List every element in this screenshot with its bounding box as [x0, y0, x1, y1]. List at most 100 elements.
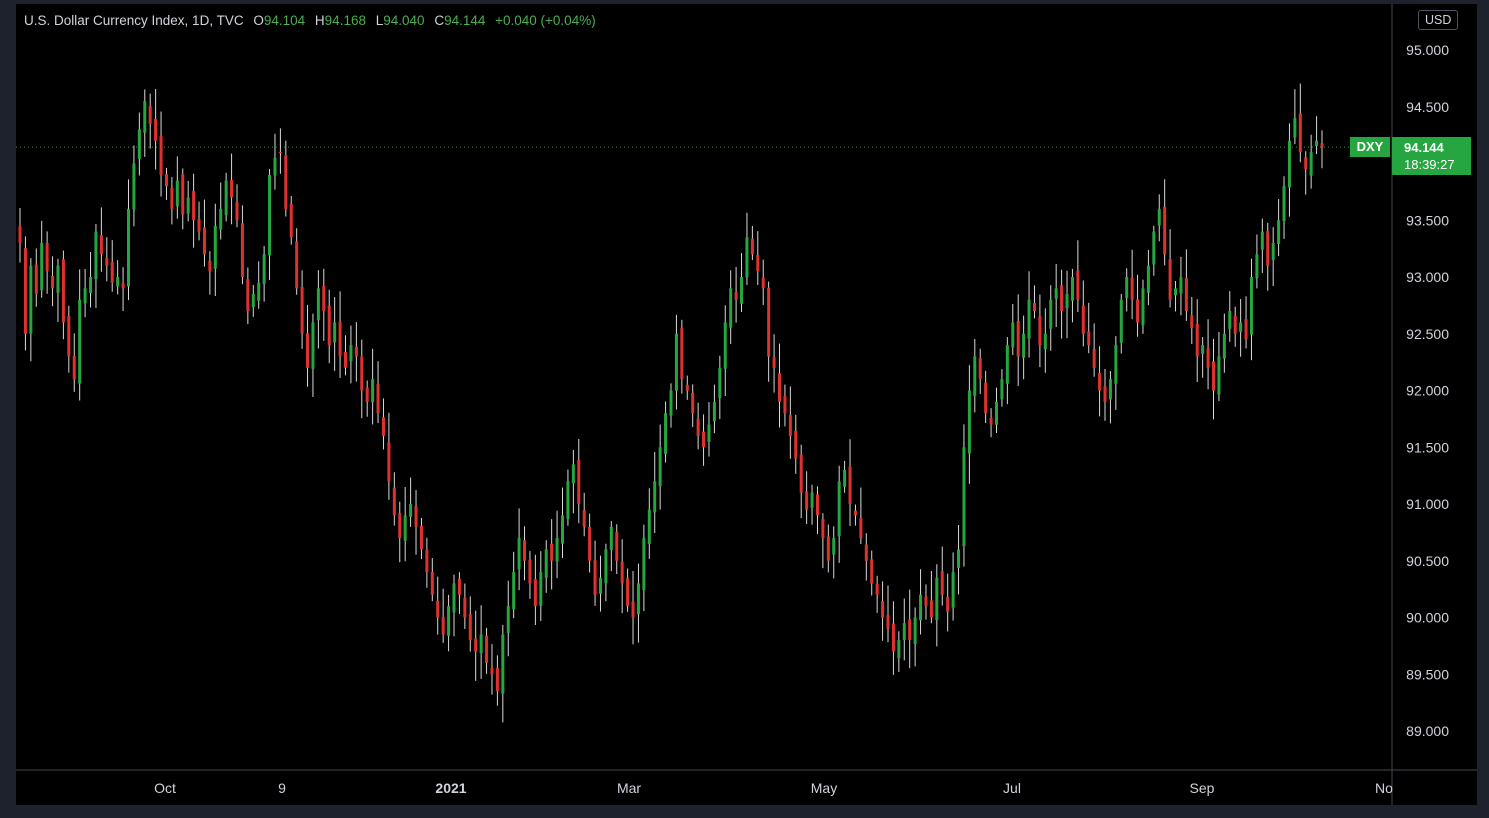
- candle-body: [805, 491, 809, 510]
- candle-body: [810, 492, 814, 508]
- candle-body: [94, 231, 98, 280]
- candle-body: [783, 395, 787, 414]
- candle-body: [1255, 254, 1259, 279]
- candle-body: [398, 513, 402, 539]
- low-label: L: [375, 13, 384, 28]
- low-value: 94.040: [383, 13, 425, 28]
- candle-body: [1119, 299, 1123, 343]
- candle-body: [1157, 208, 1161, 226]
- candle-body: [316, 288, 320, 321]
- candle-body: [1108, 379, 1112, 400]
- candle-body: [381, 417, 385, 436]
- candle-body: [533, 579, 537, 607]
- candle-body: [642, 538, 646, 590]
- chart-area[interactable]: 95.00094.50094.00093.50093.00092.50092.0…: [16, 4, 1477, 805]
- candle-body: [1103, 386, 1107, 402]
- candle-body: [1309, 152, 1313, 176]
- candle-body: [734, 292, 738, 300]
- candle-body: [219, 208, 223, 230]
- candle-body: [978, 358, 982, 380]
- candle-body: [962, 447, 966, 547]
- candle-body: [170, 188, 174, 209]
- price-chart[interactable]: 95.00094.50094.00093.50093.00092.50092.0…: [16, 4, 1477, 805]
- candle-body: [344, 351, 347, 368]
- candle-body: [674, 333, 678, 391]
- candle-body: [1277, 220, 1281, 245]
- candle-body: [1239, 322, 1243, 332]
- candle-body: [300, 286, 304, 334]
- candle-body: [457, 578, 461, 595]
- candle-body: [577, 459, 581, 504]
- candle-body: [647, 509, 651, 545]
- candle-body: [788, 414, 792, 436]
- candle-body: [78, 299, 82, 384]
- price-axis-label: 95.000: [1406, 42, 1449, 58]
- candle-body: [539, 572, 543, 606]
- candle-body: [208, 260, 212, 272]
- candle-body: [772, 357, 776, 368]
- candle-body: [615, 532, 619, 561]
- candle-body: [1016, 320, 1020, 357]
- candle-body: [1315, 140, 1319, 147]
- currency-button[interactable]: USD: [1418, 10, 1459, 30]
- candle-body: [935, 577, 939, 621]
- candle-body: [561, 515, 564, 544]
- candle-body: [1087, 331, 1091, 346]
- candle-body: [479, 634, 483, 654]
- candle-body: [34, 264, 38, 295]
- candle-body: [403, 515, 407, 541]
- price-axis-label: 91.500: [1406, 439, 1449, 455]
- candle-body: [311, 322, 315, 369]
- candle-body: [230, 180, 234, 198]
- candle-body: [566, 481, 570, 519]
- candle-body: [1293, 118, 1297, 138]
- candle-body: [712, 401, 716, 422]
- candle-body: [1282, 186, 1286, 221]
- candle-body: [110, 262, 114, 283]
- candle-body: [870, 559, 874, 584]
- time-axis-label: No: [1375, 780, 1393, 796]
- candle-body: [387, 442, 391, 482]
- candle-body: [1304, 157, 1308, 170]
- time-axis-label: Mar: [617, 780, 641, 796]
- candle-body: [306, 333, 310, 368]
- candle-body: [1022, 333, 1026, 358]
- candle-body: [213, 225, 217, 269]
- time-axis-label: Jul: [1003, 780, 1021, 796]
- time-axis-label: Sep: [1190, 780, 1215, 796]
- candle-body: [1222, 333, 1226, 359]
- candle-body: [1201, 345, 1205, 354]
- candle-body: [116, 277, 120, 287]
- candle-body: [67, 316, 71, 357]
- candle-body: [891, 623, 895, 652]
- candle-body: [609, 526, 613, 550]
- price-axis-label: 89.500: [1406, 666, 1449, 682]
- candle-body: [1136, 299, 1140, 323]
- candle-body: [278, 151, 282, 153]
- candle-body: [45, 242, 49, 272]
- candle-body: [1043, 333, 1047, 350]
- close-value: 94.144: [444, 13, 486, 28]
- candle-body: [778, 373, 781, 402]
- candle-body: [164, 174, 168, 187]
- candle-body: [485, 635, 489, 663]
- time-axis-label: May: [811, 780, 837, 796]
- candle-body: [137, 129, 141, 159]
- candle-body: [1179, 277, 1183, 294]
- candle-body: [794, 430, 798, 459]
- candle-body: [262, 254, 266, 284]
- candle-body: [1184, 277, 1188, 312]
- candle-body: [354, 346, 358, 357]
- candle-body: [273, 157, 277, 176]
- candle-body: [582, 510, 586, 527]
- candle-body: [414, 506, 418, 527]
- candle-body: [474, 638, 478, 652]
- candle-body: [940, 571, 944, 595]
- price-axis-label: 92.500: [1406, 326, 1449, 342]
- candle-body: [929, 600, 933, 618]
- candle-body: [729, 288, 733, 328]
- candle-body: [148, 106, 152, 124]
- candle-body: [1011, 322, 1015, 348]
- candle-body: [501, 634, 505, 694]
- candle-body: [1000, 379, 1004, 400]
